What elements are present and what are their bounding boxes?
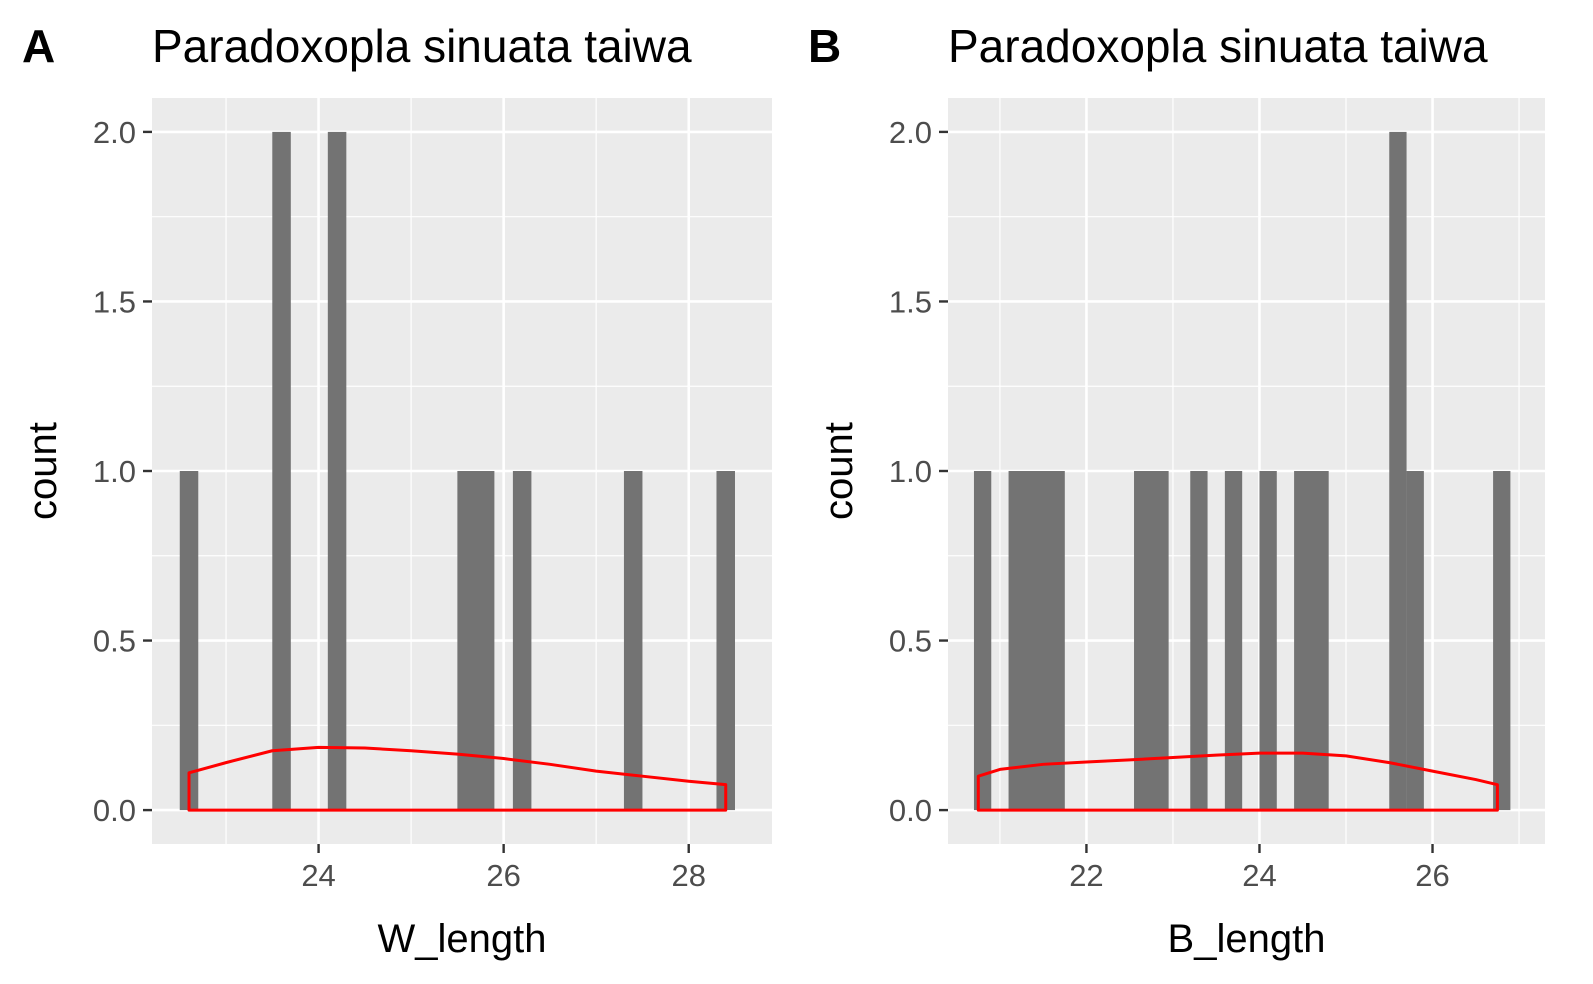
y-tick-label: 0.5 bbox=[93, 624, 136, 659]
histogram-bar bbox=[1294, 471, 1329, 811]
histogram-bar bbox=[1134, 471, 1169, 811]
y-tick-label: 2.0 bbox=[889, 115, 932, 150]
histogram-bar bbox=[457, 471, 495, 811]
y-tick-label: 1.5 bbox=[93, 284, 136, 319]
x-tick-label: 26 bbox=[486, 858, 520, 893]
y-axis-title: count bbox=[817, 422, 861, 520]
y-tick-label: 2.0 bbox=[93, 115, 136, 150]
panel-label: A bbox=[22, 20, 55, 72]
y-tick-label: 0.5 bbox=[889, 624, 932, 659]
histogram-bar bbox=[1493, 471, 1511, 811]
histogram-bar bbox=[1008, 471, 1065, 811]
histogram-bar bbox=[327, 131, 347, 811]
histogram-bar bbox=[1389, 131, 1407, 811]
histogram-bar bbox=[1190, 471, 1208, 811]
histogram-bar bbox=[512, 471, 532, 811]
x-tick-label: 28 bbox=[671, 858, 705, 893]
x-tick-label: 22 bbox=[1069, 858, 1103, 893]
y-tick-label: 1.0 bbox=[889, 454, 932, 489]
y-tick-label: 1.0 bbox=[93, 454, 136, 489]
histogram-bar bbox=[973, 471, 992, 811]
x-tick-label: 26 bbox=[1415, 858, 1449, 893]
histogram-bar bbox=[1259, 471, 1277, 811]
x-tick-label: 24 bbox=[1242, 858, 1276, 893]
y-tick-label: 1.5 bbox=[889, 284, 932, 319]
density-curve bbox=[976, 751, 1499, 812]
x-axis-ticks: 24 26 28 bbox=[301, 844, 706, 893]
y-tick-label: 0.0 bbox=[93, 793, 136, 828]
panel-b: B Paradoxopla sinuata taiwa 0.0 0.5 1.0 1.5… bbox=[808, 20, 1545, 961]
y-axis-ticks: 0.0 0.5 1.0 1.5 2.0 bbox=[93, 115, 152, 828]
x-axis-ticks: 22 24 26 bbox=[1069, 844, 1450, 893]
x-tick-label: 24 bbox=[301, 858, 335, 893]
y-tick-label: 0.0 bbox=[889, 793, 932, 828]
histogram-bar bbox=[272, 131, 291, 811]
x-axis-title: W_length bbox=[378, 917, 547, 961]
histogram-bars bbox=[179, 131, 735, 811]
panel-a: A Paradoxopla sinuata taiwa 0.0 0.5 1.0 1.5… bbox=[21, 20, 772, 961]
histogram-bar bbox=[716, 471, 735, 811]
density-curve bbox=[187, 745, 728, 812]
y-axis-ticks: 0.0 0.5 1.0 1.5 2.0 bbox=[889, 115, 948, 828]
histogram-bar bbox=[1406, 471, 1424, 811]
chart-title: Paradoxopla sinuata taiwa bbox=[948, 20, 1488, 72]
histogram-bar bbox=[179, 471, 199, 811]
x-axis-title: B_length bbox=[1168, 917, 1326, 961]
panel-label: B bbox=[808, 20, 841, 72]
chart-title: Paradoxopla sinuata taiwa bbox=[152, 20, 692, 72]
histogram-bar bbox=[1224, 471, 1243, 811]
histogram-bar bbox=[623, 471, 643, 811]
y-axis-title: count bbox=[21, 422, 65, 520]
